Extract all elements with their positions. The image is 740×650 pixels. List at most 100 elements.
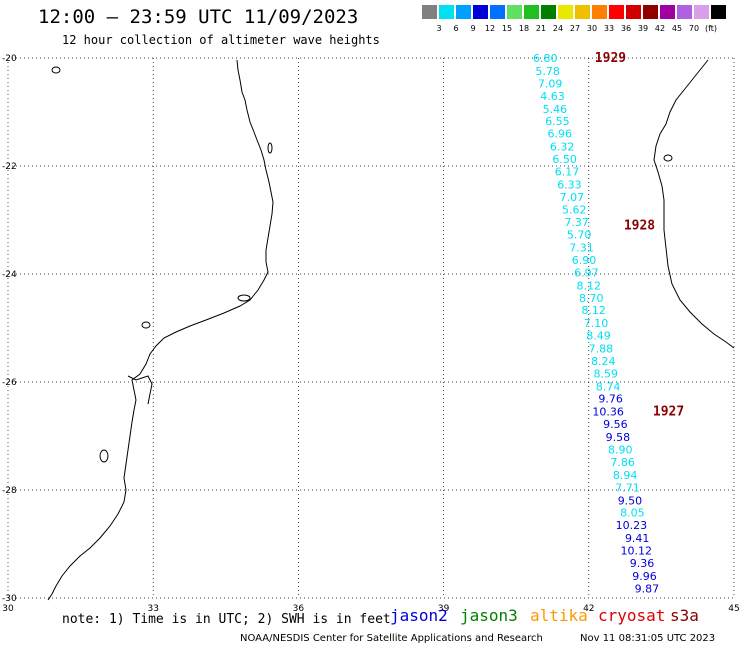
colorbar-swatch (439, 5, 454, 19)
colorbar-label: 36 (620, 24, 632, 33)
wave-height-value: 9.36 (630, 557, 655, 570)
wave-height-value: 7.10 (584, 317, 609, 330)
satellite-altika: altika (530, 606, 588, 625)
wave-height-value: 8.24 (591, 355, 616, 368)
africa-inlet (127, 375, 153, 405)
colorbar-label: 6 (453, 24, 459, 33)
map-title: 12:00 – 23:59 UTC 11/09/2023 (38, 6, 359, 28)
longitude-label: 42 (583, 604, 594, 614)
longitude-label: 45 (728, 604, 739, 614)
colorbar-swatch (592, 5, 607, 19)
wave-height-value: 7.88 (589, 343, 614, 356)
longitude-label: 39 (438, 604, 450, 614)
wave-height-value: 9.58 (606, 431, 631, 444)
map-subtitle: 12 hour collection of altimeter wave hei… (62, 33, 380, 47)
pass-number: 1928 (624, 218, 655, 233)
latitude-label: -24 (2, 270, 17, 280)
longitude-label: 33 (147, 604, 158, 614)
wave-height-value: 6.33 (557, 178, 582, 191)
colorbar-swatch (677, 5, 692, 19)
footer-timestamp: Nov 11 08:31:05 UTC 2023 (580, 633, 716, 644)
island (51, 66, 61, 74)
wave-height-value: 7.31 (569, 242, 594, 255)
wave-height-value: 9.56 (603, 418, 628, 431)
madagascar-coastline (653, 59, 735, 349)
wave-height-value: 10.36 (592, 406, 624, 419)
footer-credit: NOAA/NESDIS Center for Satellite Applica… (240, 633, 543, 644)
pass-number: 1929 (595, 51, 626, 66)
colorbar-label: 70 (688, 24, 700, 33)
wave-height-value: 10.12 (620, 544, 652, 557)
wave-height-value: 6.32 (550, 141, 575, 154)
colorbar-swatch (660, 5, 675, 19)
pass-number: 1927 (653, 405, 684, 420)
wave-height-value: 9.76 (598, 393, 623, 406)
colorbar-swatch (507, 5, 522, 19)
footnote: note: 1) Time is in UTC; 2) SWH is in fe… (62, 612, 391, 627)
wave-height-value: 9.41 (625, 532, 650, 545)
wave-height-value: 4.63 (540, 90, 565, 103)
island (237, 294, 251, 302)
wave-height-value: 6.96 (548, 128, 573, 141)
wave-height-value: 6.17 (555, 165, 580, 178)
wave-height-value: 8.12 (577, 279, 602, 292)
colorbar-label: (ft) (704, 24, 718, 33)
colorbar-swatch (694, 5, 709, 19)
longitude-label: 36 (293, 604, 305, 614)
wave-height-value: 7.07 (560, 191, 585, 204)
colorbar-swatch (575, 5, 590, 19)
wave-height-value: 6.97 (574, 266, 599, 279)
africa-coastline (47, 59, 274, 601)
wave-height-value: 5.78 (535, 65, 560, 78)
wave-height-value: 8.94 (613, 469, 638, 482)
satellite-jason3: jason3 (460, 606, 518, 625)
colorbar-label: 15 (501, 24, 513, 33)
colorbar-label: 12 (484, 24, 496, 33)
colorbar-label: 39 (637, 24, 649, 33)
wave-height-value: 7.71 (615, 481, 640, 494)
colorbar-label: 24 (552, 24, 564, 33)
island (663, 154, 673, 162)
wave-height-value: 5.46 (543, 103, 568, 116)
colorbar-swatch (422, 5, 437, 19)
colorbar-swatch (711, 5, 726, 19)
colorbar-swatch (473, 5, 488, 19)
wave-height-value: 8.49 (586, 330, 611, 343)
wave-height-value: 9.87 (635, 582, 660, 595)
colorbar-label: 30 (586, 24, 598, 33)
colorbar-label: 33 (603, 24, 615, 33)
latitude-label: -28 (2, 486, 17, 496)
wave-height-value: 6.50 (552, 153, 577, 166)
gridlines (7, 57, 735, 599)
island (267, 142, 273, 154)
wave-height-value: 7.86 (610, 456, 635, 469)
wave-height-value: 9.50 (618, 494, 643, 507)
satellite-cryosat: cryosat (598, 606, 666, 625)
island (141, 321, 151, 329)
colorbar-label: 27 (569, 24, 581, 33)
colorbar-swatch (643, 5, 658, 19)
satellite-jason2: jason2 (390, 606, 448, 625)
latitude-label: -30 (2, 594, 17, 604)
wave-height-value: 10.23 (616, 519, 648, 532)
wave-height-value: 5.62 (562, 204, 587, 217)
wave-height-values: 6.805.787.094.635.466.556.966.326.506.17… (533, 52, 659, 595)
colorbar-label: 21 (535, 24, 547, 33)
wave-height-value: 8.59 (593, 367, 618, 380)
colorbar-label: 3 (436, 24, 442, 33)
latitude-label: -26 (2, 378, 17, 388)
colorbar-label: 45 (671, 24, 683, 33)
wave-height-value: 6.55 (545, 115, 570, 128)
coastlines (47, 59, 735, 601)
longitude-label: 30 (2, 604, 14, 614)
wave-height-value: 6.80 (533, 52, 558, 65)
colorbar-swatch (626, 5, 641, 19)
wave-height-value: 9.96 (632, 570, 657, 583)
latitude-labels: -20 -22 -24 -26 -28 -30 (2, 54, 17, 604)
wave-height-value: 8.90 (608, 444, 633, 457)
pass-labels: 1929 1928 1927 (595, 51, 684, 420)
wave-height-value: 8.12 (581, 304, 606, 317)
colorbar-swatch (456, 5, 471, 19)
colorbar-label: 9 (470, 24, 476, 33)
